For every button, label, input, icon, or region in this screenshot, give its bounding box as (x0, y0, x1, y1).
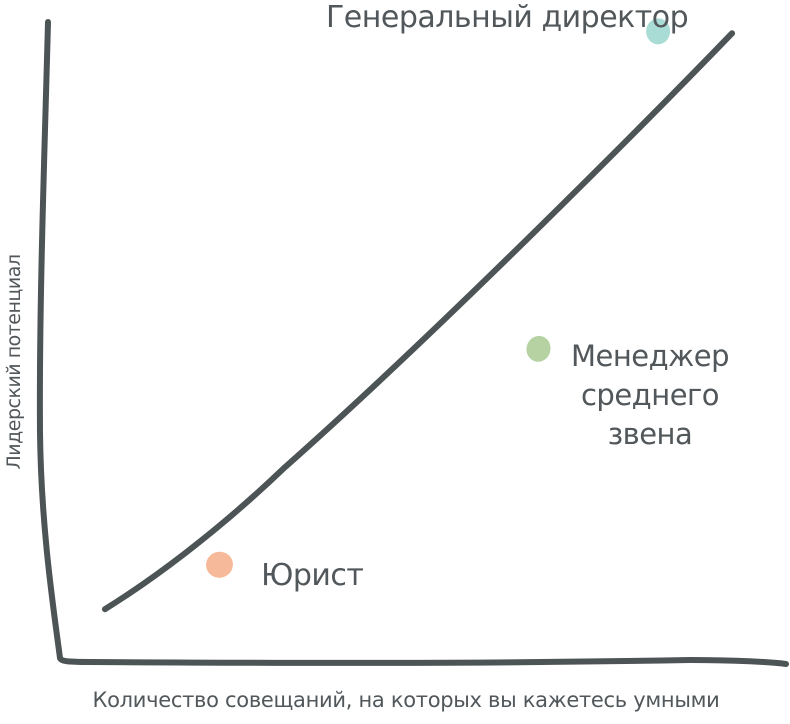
point-label-ceo: Генеральный директор (326, 0, 689, 35)
point-label-middle-manager: Менеджер среднего звена (570, 339, 730, 451)
point-label-lawyer: Юрист (261, 558, 364, 593)
data-point (206, 551, 233, 578)
data-point (646, 18, 671, 45)
data-point (526, 335, 551, 362)
trend-line (101, 30, 736, 613)
data-points (206, 18, 671, 578)
x-axis-label: Количество совещаний, на которых вы каже… (92, 688, 720, 712)
y-axis-line (36, 19, 63, 661)
x-axis-line (57, 655, 789, 667)
y-axis-label: Лидерский потенциал (3, 254, 25, 470)
